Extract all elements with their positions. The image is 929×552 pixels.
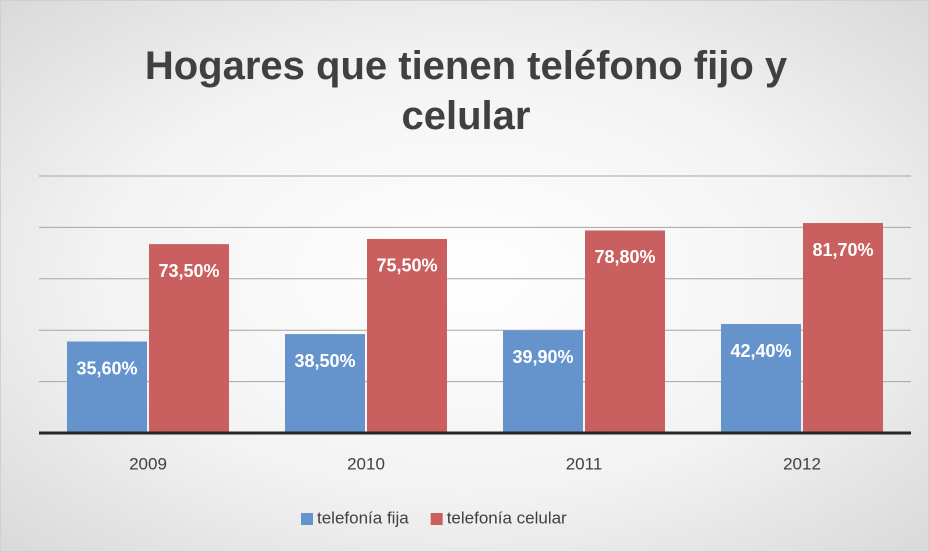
x-tick-label: 2011 [566,454,603,473]
data-label: 75,50% [376,256,437,276]
legend-label: telefonía fija [317,508,409,527]
x-tick-label: 2012 [783,454,821,473]
legend-swatch [430,513,443,525]
data-label: 81,70% [812,240,873,260]
data-label: 73,50% [158,261,219,281]
bar [503,330,583,433]
bar [149,244,229,433]
x-tick-label: 2009 [129,454,167,473]
bar [803,223,883,433]
bar [585,230,665,433]
bar [721,324,801,433]
bar [367,238,447,433]
data-label: 38,50% [294,351,355,371]
legend-label: telefonía celular [447,508,567,527]
data-label: 78,80% [594,247,655,267]
bar [67,341,147,433]
data-label: 42,40% [730,341,791,361]
bar [285,334,365,433]
x-tick-label: 2010 [347,454,385,473]
chart-title: Hogares que tienen teléfono fijo y celul… [144,44,788,138]
data-label: 39,90% [512,347,573,367]
data-label: 35,60% [76,358,137,378]
legend-swatch [301,513,313,525]
